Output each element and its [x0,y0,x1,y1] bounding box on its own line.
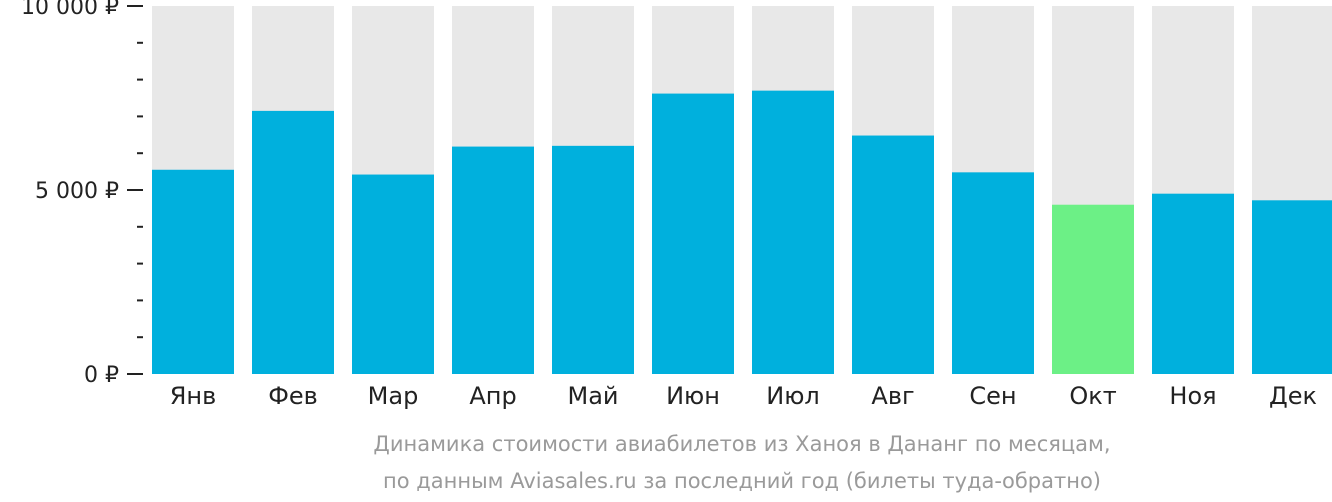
x-tick-label-8: Авг [871,382,914,410]
x-tick-label-6: Июн [666,382,720,410]
bar-4[interactable] [452,146,534,374]
x-tick-label-9: Сен [969,382,1016,410]
bars [152,6,1332,375]
x-tick-label-5: Май [567,382,618,410]
x-tick-label-2: Фев [268,382,318,410]
y-tick-label-3: 10 000 ₽ [21,0,119,20]
caption-line-1: Динамика стоимости авиабилетов из Ханоя … [373,432,1110,456]
bar-11[interactable] [1152,193,1234,374]
bar-3[interactable] [352,174,434,374]
x-tick-label-10: Окт [1069,382,1116,410]
x-axis-labels: Янв Фев Мар Апр Май Июн Июл Авг Сен Окт Ноя Дек [170,382,1317,410]
x-tick-label-12: Дек [1269,382,1317,410]
x-tick-label-1: Янв [170,382,217,410]
x-tick-label-3: Мар [368,382,419,410]
caption-line-2: по данным Aviasales.ru за последний год … [383,469,1101,493]
bar-12[interactable] [1252,200,1332,374]
bar-9[interactable] [952,172,1034,374]
bar-5[interactable] [552,145,634,374]
y-axis: 0 ₽ 5 000 ₽ 10 000 ₽ [21,0,143,388]
y-tick-label-2: 5 000 ₽ [35,179,119,204]
x-tick-label-4: Апр [469,382,516,410]
bar-7[interactable] [752,90,834,374]
chart-caption: Динамика стоимости авиабилетов из Ханоя … [373,432,1110,493]
bar-2[interactable] [252,110,334,374]
x-tick-label-7: Июл [766,382,820,410]
bar-6[interactable] [652,93,734,375]
y-tick-label-1: 0 ₽ [84,363,119,388]
bar-1[interactable] [152,169,234,374]
bar-10[interactable] [1052,204,1134,374]
bar-8[interactable] [852,135,934,374]
x-tick-label-11: Ноя [1169,382,1216,410]
